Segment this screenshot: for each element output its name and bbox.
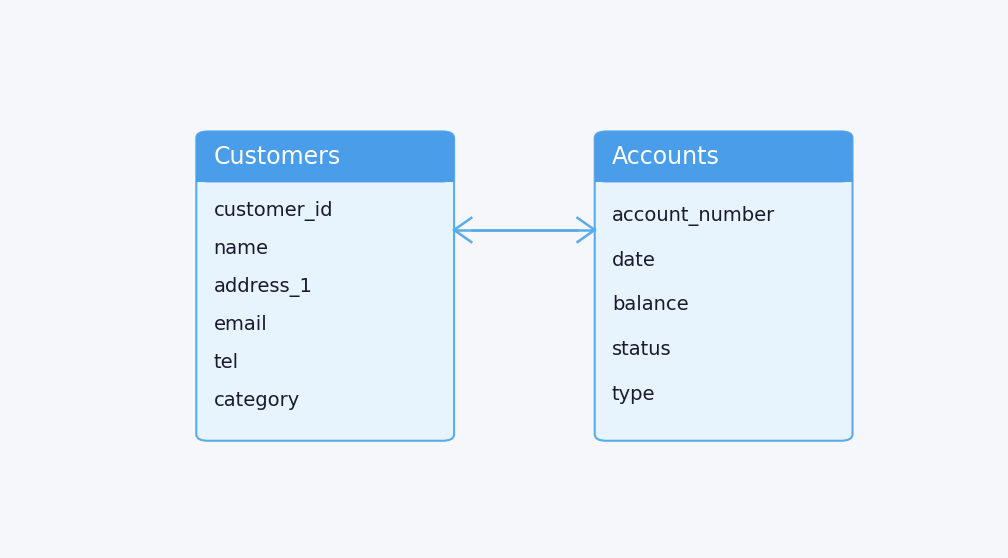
FancyBboxPatch shape: [197, 131, 454, 441]
Text: name: name: [214, 239, 268, 258]
Text: account_number: account_number: [612, 206, 775, 226]
Text: address_1: address_1: [214, 277, 312, 297]
FancyBboxPatch shape: [486, 215, 563, 245]
Text: balance: balance: [612, 295, 688, 314]
Text: tel: tel: [214, 353, 239, 372]
Text: Accounts: Accounts: [612, 145, 720, 169]
FancyBboxPatch shape: [197, 131, 454, 182]
Text: email: email: [214, 315, 267, 334]
Text: status: status: [612, 340, 671, 359]
Text: Customers: Customers: [214, 145, 341, 169]
FancyBboxPatch shape: [595, 131, 853, 182]
FancyBboxPatch shape: [595, 131, 853, 441]
Text: category: category: [214, 391, 299, 410]
Text: type: type: [612, 384, 655, 403]
FancyBboxPatch shape: [197, 173, 454, 182]
Text: customer_id: customer_id: [214, 201, 333, 221]
Text: date: date: [612, 251, 656, 270]
FancyBboxPatch shape: [595, 173, 853, 182]
